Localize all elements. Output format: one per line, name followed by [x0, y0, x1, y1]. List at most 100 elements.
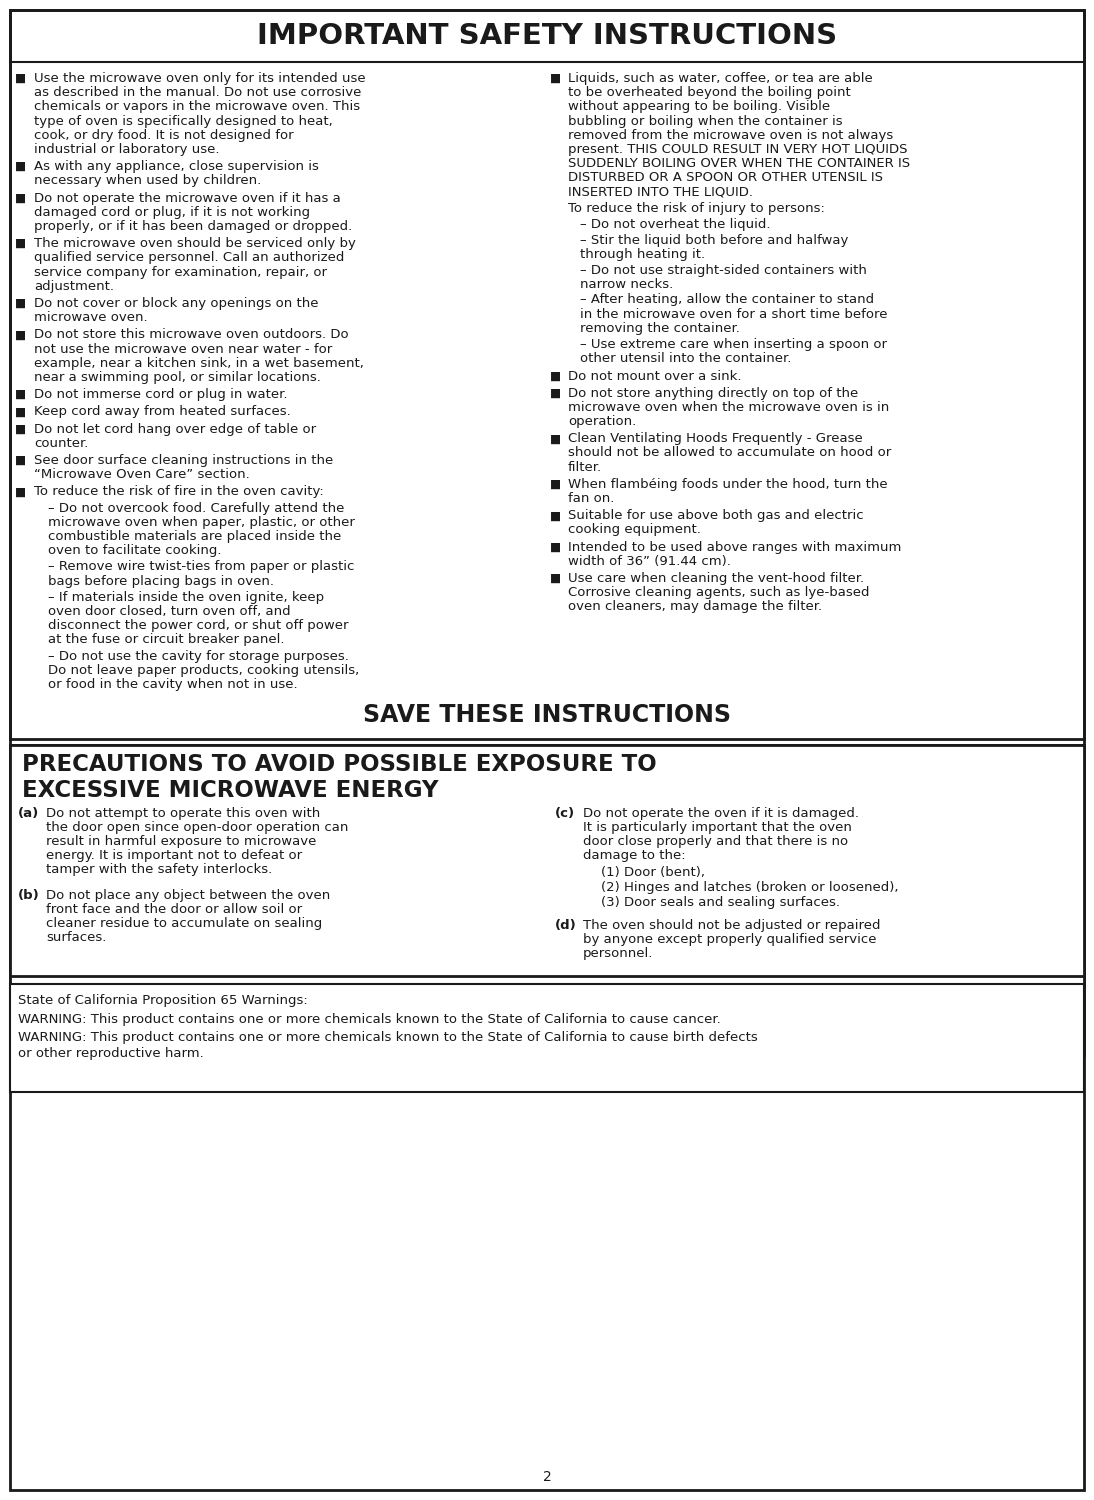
Text: INSERTED INTO THE LIQUID.: INSERTED INTO THE LIQUID.: [568, 186, 753, 198]
Text: – Do not use straight-sided containers with: – Do not use straight-sided containers w…: [580, 264, 866, 276]
Text: chemicals or vapors in the microwave oven. This: chemicals or vapors in the microwave ove…: [34, 100, 360, 114]
Text: filter.: filter.: [568, 460, 602, 474]
Text: disconnect the power cord, or shut off power: disconnect the power cord, or shut off p…: [48, 620, 349, 632]
Text: Use care when cleaning the vent-hood filter.: Use care when cleaning the vent-hood fil…: [568, 572, 864, 585]
Text: ■: ■: [550, 72, 561, 86]
Text: to be overheated beyond the boiling point: to be overheated beyond the boiling poin…: [568, 86, 851, 99]
Text: Use the microwave oven only for its intended use: Use the microwave oven only for its inte…: [34, 72, 365, 86]
Text: (1) Door (bent),: (1) Door (bent),: [601, 865, 705, 879]
Text: ■: ■: [550, 478, 561, 490]
Bar: [10, 746, 1084, 1054]
Text: ■: ■: [550, 387, 561, 399]
Text: oven door closed, turn oven off, and: oven door closed, turn oven off, and: [48, 604, 291, 618]
Text: Do not operate the oven if it is damaged.: Do not operate the oven if it is damaged…: [583, 807, 859, 820]
Text: As with any appliance, close supervision is: As with any appliance, close supervision…: [34, 160, 318, 172]
Text: Do not mount over a sink.: Do not mount over a sink.: [568, 369, 742, 382]
Text: – If materials inside the oven ignite, keep: – If materials inside the oven ignite, k…: [48, 591, 324, 604]
Text: industrial or laboratory use.: industrial or laboratory use.: [34, 142, 220, 156]
Text: SAVE THESE INSTRUCTIONS: SAVE THESE INSTRUCTIONS: [363, 704, 731, 728]
Text: “Microwave Oven Care” section.: “Microwave Oven Care” section.: [34, 468, 249, 482]
Text: cook, or dry food. It is not designed for: cook, or dry food. It is not designed fo…: [34, 129, 293, 142]
Text: without appearing to be boiling. Visible: without appearing to be boiling. Visible: [568, 100, 830, 114]
Text: (d): (d): [555, 920, 577, 932]
Text: or other reproductive harm.: or other reproductive harm.: [18, 1047, 203, 1059]
Text: IMPORTANT SAFETY INSTRUCTIONS: IMPORTANT SAFETY INSTRUCTIONS: [257, 22, 837, 50]
Text: adjustment.: adjustment.: [34, 280, 114, 292]
Text: damage to the:: damage to the:: [583, 849, 686, 862]
Text: SUDDENLY BOILING OVER WHEN THE CONTAINER IS: SUDDENLY BOILING OVER WHEN THE CONTAINER…: [568, 158, 910, 170]
Text: ■: ■: [550, 540, 561, 554]
Text: (3) Door seals and sealing surfaces.: (3) Door seals and sealing surfaces.: [601, 896, 840, 909]
Text: (a): (a): [18, 807, 39, 820]
Text: – Do not overheat the liquid.: – Do not overheat the liquid.: [580, 217, 770, 231]
Text: as described in the manual. Do not use corrosive: as described in the manual. Do not use c…: [34, 86, 361, 99]
Bar: [10, 10, 1084, 740]
Text: microwave oven when the microwave oven is in: microwave oven when the microwave oven i…: [568, 400, 889, 414]
Text: Do not immerse cord or plug in water.: Do not immerse cord or plug in water.: [34, 388, 288, 400]
Text: bags before placing bags in oven.: bags before placing bags in oven.: [48, 574, 274, 588]
Text: DISTURBED OR A SPOON OR OTHER UTENSIL IS: DISTURBED OR A SPOON OR OTHER UTENSIL IS: [568, 171, 883, 184]
Text: the door open since open-door operation can: the door open since open-door operation …: [46, 821, 348, 834]
Text: at the fuse or circuit breaker panel.: at the fuse or circuit breaker panel.: [48, 633, 284, 646]
Text: – Do not overcook food. Carefully attend the: – Do not overcook food. Carefully attend…: [48, 501, 345, 515]
Text: Clean Ventilating Hoods Frequently - Grease: Clean Ventilating Hoods Frequently - Gre…: [568, 432, 863, 445]
Text: example, near a kitchen sink, in a wet basement,: example, near a kitchen sink, in a wet b…: [34, 357, 364, 370]
Bar: [10, 984, 1084, 1092]
Text: – Remove wire twist-ties from paper or plastic: – Remove wire twist-ties from paper or p…: [48, 561, 354, 573]
Text: in the microwave oven for a short time before: in the microwave oven for a short time b…: [580, 308, 887, 321]
Text: See door surface cleaning instructions in the: See door surface cleaning instructions i…: [34, 454, 334, 466]
Text: front face and the door or allow soil or: front face and the door or allow soil or: [46, 903, 302, 916]
Text: operation.: operation.: [568, 416, 637, 428]
Text: by anyone except properly qualified service: by anyone except properly qualified serv…: [583, 933, 876, 946]
Text: To reduce the risk of fire in the oven cavity:: To reduce the risk of fire in the oven c…: [34, 486, 324, 498]
Text: When flambéing foods under the hood, turn the: When flambéing foods under the hood, tur…: [568, 478, 887, 490]
Text: damaged cord or plug, if it is not working: damaged cord or plug, if it is not worki…: [34, 206, 310, 219]
Text: removed from the microwave oven is not always: removed from the microwave oven is not a…: [568, 129, 893, 142]
Text: cooking equipment.: cooking equipment.: [568, 524, 701, 537]
Text: 2: 2: [543, 1470, 551, 1484]
Text: WARNING: This product contains one or more chemicals known to the State of Calif: WARNING: This product contains one or mo…: [18, 1013, 721, 1026]
Text: State of California Proposition 65 Warnings:: State of California Proposition 65 Warni…: [18, 994, 307, 1006]
Text: Suitable for use above both gas and electric: Suitable for use above both gas and elec…: [568, 510, 863, 522]
Text: ■: ■: [15, 192, 26, 204]
Text: should not be allowed to accumulate on hood or: should not be allowed to accumulate on h…: [568, 447, 892, 459]
Text: (2) Hinges and latches (broken or loosened),: (2) Hinges and latches (broken or loosen…: [601, 880, 898, 894]
Text: bubbling or boiling when the container is: bubbling or boiling when the container i…: [568, 114, 842, 128]
Text: It is particularly important that the oven: It is particularly important that the ov…: [583, 821, 852, 834]
Text: ■: ■: [15, 388, 26, 400]
Text: – After heating, allow the container to stand: – After heating, allow the container to …: [580, 294, 874, 306]
Text: personnel.: personnel.: [583, 946, 653, 960]
Text: ■: ■: [15, 160, 26, 172]
Text: counter.: counter.: [34, 436, 89, 450]
Bar: [10, 746, 1084, 976]
Text: microwave oven.: microwave oven.: [34, 310, 148, 324]
Text: Do not store anything directly on top of the: Do not store anything directly on top of…: [568, 387, 859, 399]
Text: The oven should not be adjusted or repaired: The oven should not be adjusted or repai…: [583, 920, 881, 932]
Text: through heating it.: through heating it.: [580, 248, 706, 261]
Text: type of oven is specifically designed to heat,: type of oven is specifically designed to…: [34, 114, 333, 128]
Text: fan on.: fan on.: [568, 492, 615, 506]
Text: – Use extreme care when inserting a spoon or: – Use extreme care when inserting a spoo…: [580, 338, 887, 351]
Text: or food in the cavity when not in use.: or food in the cavity when not in use.: [48, 678, 298, 692]
Text: ■: ■: [15, 486, 26, 498]
Text: Do not place any object between the oven: Do not place any object between the oven: [46, 890, 330, 902]
Text: present. THIS COULD RESULT IN VERY HOT LIQUIDS: present. THIS COULD RESULT IN VERY HOT L…: [568, 142, 908, 156]
Text: ■: ■: [15, 297, 26, 310]
Text: ■: ■: [15, 328, 26, 342]
Text: Do not cover or block any openings on the: Do not cover or block any openings on th…: [34, 297, 318, 310]
Text: – Stir the liquid both before and halfway: – Stir the liquid both before and halfwa…: [580, 234, 848, 246]
Text: (b): (b): [18, 890, 39, 902]
Text: (c): (c): [555, 807, 575, 820]
Text: not use the microwave oven near water - for: not use the microwave oven near water - …: [34, 342, 333, 355]
Text: door close properly and that there is no: door close properly and that there is no: [583, 836, 848, 848]
Text: ■: ■: [15, 423, 26, 435]
Text: Intended to be used above ranges with maximum: Intended to be used above ranges with ma…: [568, 540, 901, 554]
Text: other utensil into the container.: other utensil into the container.: [580, 352, 791, 364]
Text: WARNING: This product contains one or more chemicals known to the State of Calif: WARNING: This product contains one or mo…: [18, 1030, 758, 1044]
Text: cleaner residue to accumulate on sealing: cleaner residue to accumulate on sealing: [46, 916, 323, 930]
Text: To reduce the risk of injury to persons:: To reduce the risk of injury to persons:: [568, 202, 825, 214]
Text: EXCESSIVE MICROWAVE ENERGY: EXCESSIVE MICROWAVE ENERGY: [22, 778, 439, 802]
Text: ■: ■: [15, 405, 26, 418]
Text: Keep cord away from heated surfaces.: Keep cord away from heated surfaces.: [34, 405, 291, 418]
Text: ■: ■: [15, 454, 26, 466]
